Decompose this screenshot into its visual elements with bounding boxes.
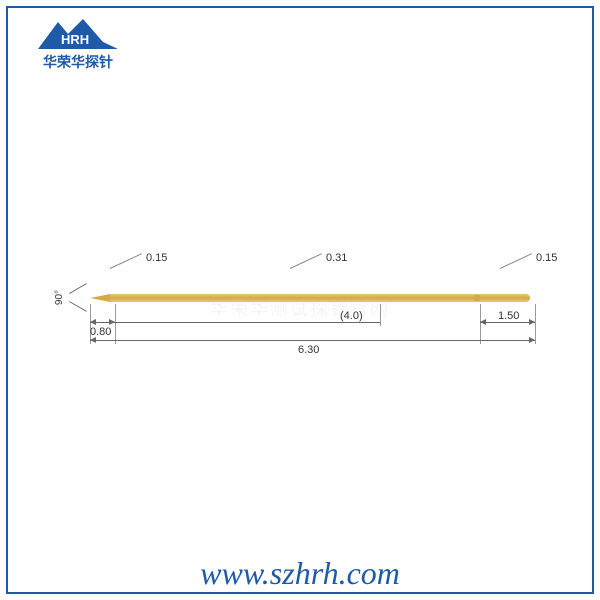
dim-end-dia: 0.15 bbox=[536, 252, 557, 264]
dim-stroke: (4.0) bbox=[340, 310, 363, 322]
website-url: www.szhrh.com bbox=[0, 555, 600, 592]
dimline-stroke bbox=[115, 322, 380, 323]
dim-body-dia: 0.31 bbox=[326, 252, 347, 264]
probe-diagram: 90° 0.15 0.31 0.15 0.80 (4.0) 1.50 6.30 bbox=[60, 260, 540, 380]
dim-total: 6.30 bbox=[298, 344, 319, 356]
arr-3l bbox=[480, 319, 486, 325]
brand-logo: HRH 华荣华探针 bbox=[8, 8, 148, 78]
arr-1l bbox=[90, 319, 96, 325]
arr-3r bbox=[529, 319, 535, 325]
logo-graphic: HRH bbox=[33, 14, 123, 54]
ext-3 bbox=[380, 304, 381, 326]
dimline-total bbox=[90, 340, 535, 341]
arr-4l bbox=[90, 337, 96, 343]
dim-end-len: 1.50 bbox=[498, 310, 519, 322]
arr-4r bbox=[529, 337, 535, 343]
ext-2 bbox=[115, 304, 116, 344]
logo-text: 华荣华探针 bbox=[43, 52, 113, 72]
probe-pin bbox=[60, 290, 540, 306]
probe-end bbox=[480, 294, 530, 302]
probe-body bbox=[110, 294, 480, 302]
svg-text:HRH: HRH bbox=[61, 32, 89, 47]
dimline-end-len bbox=[480, 322, 535, 323]
dim-tip-dia: 0.15 bbox=[146, 252, 167, 264]
ext-5 bbox=[535, 304, 536, 344]
tip-angle-label: 90° bbox=[54, 290, 65, 305]
